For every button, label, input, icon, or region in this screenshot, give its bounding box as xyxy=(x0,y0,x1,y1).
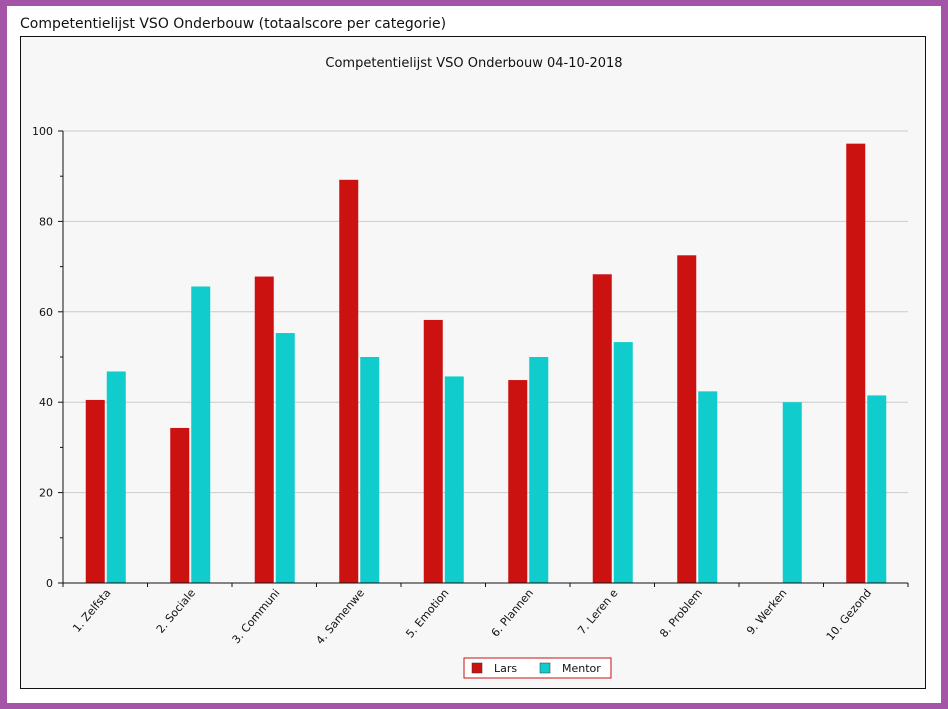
y-tick-label: 40 xyxy=(39,396,53,409)
bar-mentor xyxy=(698,391,718,583)
x-tick-label: 6. Plannen xyxy=(489,587,536,640)
chart-title: Competentielijst VSO Onderbouw 04-10-201… xyxy=(325,56,622,71)
axes: 0 20 40 60 80 100 1. Zelfsta 2. Sociale 3. Commu… xyxy=(32,125,909,647)
legend-box xyxy=(463,657,612,679)
x-tick-label: 3. Communi xyxy=(230,587,283,647)
legend-swatch-mentor xyxy=(539,662,551,674)
bar-mentor xyxy=(529,357,549,583)
bar-mentor xyxy=(360,357,380,583)
x-tick-label: 10. Gezond xyxy=(824,587,874,643)
chart-container: Competentielijst VSO Onderbouw 04-10-201… xyxy=(20,36,926,689)
bar-lars xyxy=(339,179,359,584)
bar-mentor xyxy=(444,376,464,583)
x-tick-label: 8. Problem xyxy=(657,587,705,641)
bar-mentor xyxy=(106,371,126,583)
y-tick-label: 60 xyxy=(39,306,53,319)
x-tick-label: 7. Leren e xyxy=(575,586,620,637)
bar-lars xyxy=(85,399,105,583)
legend-swatch-lars xyxy=(471,662,483,674)
bar-lars xyxy=(423,319,443,583)
bar-lars xyxy=(170,427,190,583)
gridlines xyxy=(63,130,908,494)
legend: Lars Mentor xyxy=(463,657,612,679)
bars xyxy=(85,143,887,584)
y-tick-label: 80 xyxy=(39,215,53,228)
bar-mentor xyxy=(191,286,211,583)
y-tick-label: 100 xyxy=(32,125,53,138)
page-title: Competentielijst VSO Onderbouw (totaalsc… xyxy=(20,16,447,32)
bar-mentor xyxy=(275,333,295,583)
x-tick-label: 4. Samenwe xyxy=(313,586,367,647)
bar-lars xyxy=(508,380,528,583)
x-tick-label: 2. Sociale xyxy=(154,586,198,635)
y-tick-label: 0 xyxy=(46,577,53,590)
x-tick-label: 1. Zelfsta xyxy=(70,587,113,635)
x-tick-label: 9. Werken xyxy=(744,587,789,638)
legend-label-lars: Lars xyxy=(494,662,517,675)
bar-lars xyxy=(846,143,866,583)
x-tick-label: 5. Emotion xyxy=(403,587,451,641)
bar-mentor xyxy=(613,342,633,583)
bar-lars xyxy=(592,274,612,583)
bar-chart: Competentielijst VSO Onderbouw 04-10-201… xyxy=(32,56,909,679)
bar-lars xyxy=(254,276,274,583)
y-tick-label: 20 xyxy=(39,487,53,500)
bar-lars xyxy=(677,255,697,584)
bar-mentor xyxy=(867,395,887,583)
bar-mentor xyxy=(782,402,802,583)
legend-label-mentor: Mentor xyxy=(562,662,601,675)
